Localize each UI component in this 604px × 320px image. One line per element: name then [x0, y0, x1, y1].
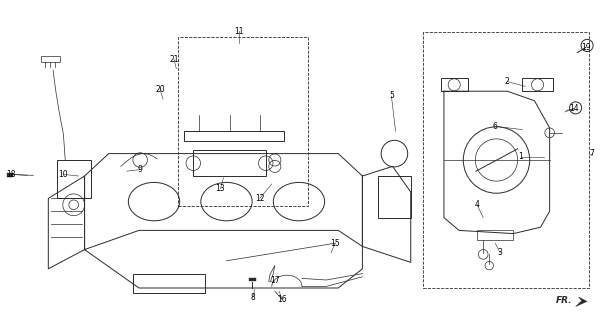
Text: 10: 10 [59, 170, 68, 179]
Text: FR.: FR. [556, 296, 573, 305]
Bar [423, 32, 589, 288]
Bar [178, 37, 308, 206]
Polygon shape [576, 297, 587, 307]
Text: 4: 4 [475, 200, 480, 209]
Bar [249, 278, 256, 281]
Text: 18: 18 [6, 170, 16, 179]
Text: 7: 7 [590, 149, 594, 158]
Text: 5: 5 [389, 92, 394, 100]
Bar [57, 160, 91, 198]
Text: 17: 17 [270, 276, 280, 285]
Text: 16: 16 [277, 295, 287, 304]
Bar [184, 131, 284, 141]
Text: 9: 9 [138, 165, 143, 174]
Text: 14: 14 [569, 104, 579, 113]
Text: 19: 19 [581, 43, 591, 52]
Text: 1: 1 [518, 152, 523, 161]
Text: 20: 20 [155, 85, 165, 94]
Text: 21: 21 [169, 55, 179, 64]
Bar [133, 274, 205, 293]
Text: 12: 12 [255, 194, 265, 203]
Text: 11: 11 [234, 27, 243, 36]
Text: 3: 3 [498, 248, 503, 257]
Text: 6: 6 [493, 122, 498, 131]
Bar [7, 173, 13, 177]
Text: 2: 2 [505, 77, 510, 86]
Text: 8: 8 [250, 293, 255, 302]
Bar [522, 78, 553, 91]
Bar [378, 176, 411, 218]
Bar [441, 78, 468, 91]
Bar [477, 230, 513, 240]
Text: 15: 15 [330, 239, 340, 248]
Text: 13: 13 [216, 184, 225, 193]
Bar [193, 150, 266, 176]
